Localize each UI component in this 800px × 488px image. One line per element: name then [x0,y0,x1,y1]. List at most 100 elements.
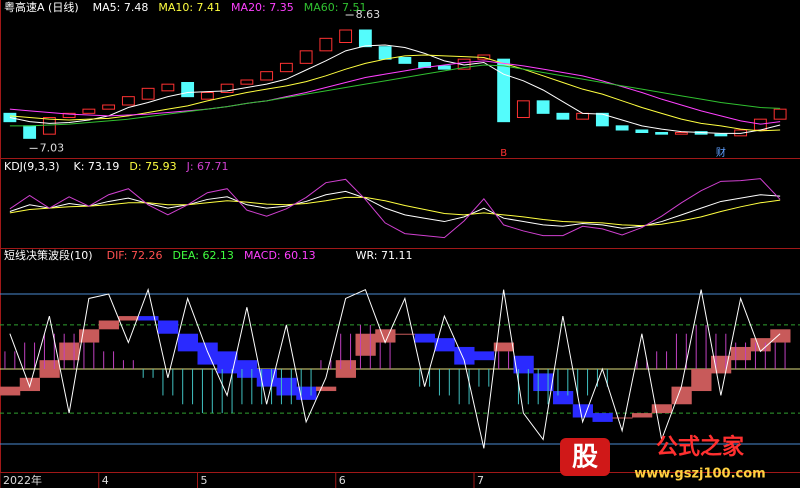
candle [220,83,234,93]
kdj-line [9,178,781,239]
candle [299,50,313,64]
ribbon [79,329,100,343]
ribbon [39,360,60,378]
ribbon [493,342,514,352]
candle [655,132,669,135]
ma-line [9,64,781,127]
watermark-url: www.gszj100.com [634,467,765,482]
ribbon [158,320,179,334]
ribbon [671,386,692,405]
event-marker: 财 [716,146,726,159]
ribbon [454,346,475,365]
x-tick-label: 7 [477,474,484,487]
ribbon [474,351,495,361]
candle [319,37,333,52]
watermark: 股 公式之家 www.gszj100.com [560,434,766,482]
legend-entry: J: 67.71 [186,160,229,173]
ribbon [572,404,593,418]
low-label: 7.03 [40,141,65,154]
candle [398,57,412,64]
legend-entry: MA60: 7.51 [304,1,367,14]
legend-entry: MA20: 7.35 [231,1,294,14]
candle [497,58,511,123]
panel-title: KDJ(9,3,3) [4,160,60,173]
candle [82,108,96,114]
x-tick-label: 5 [201,474,208,487]
ribbon [118,316,139,321]
ma-line [9,44,781,134]
ribbon [770,329,791,343]
ma-line [9,60,781,125]
candle [674,132,688,135]
panel-title: 粤高速A (日线) [4,0,79,14]
panel-title: 短线决策波段(10) [4,248,93,262]
candle [200,92,214,100]
candle [556,112,570,120]
ribbon [553,391,574,405]
candle [23,125,37,139]
candle [62,112,76,119]
ribbon [316,386,337,392]
ribbon [59,342,80,361]
ribbon [276,377,297,396]
x-tick-label: 6 [339,474,346,487]
ribbon [355,333,376,356]
candle [595,112,609,127]
legend-entry: WR: 71.11 [356,249,413,262]
legend-entry: MA5: 7.48 [93,1,149,14]
ribbon [375,329,396,343]
candle [279,62,293,73]
watermark-title: 公式之家 [656,434,745,460]
badge: 股 [572,443,598,473]
candle [141,87,155,100]
candle [358,29,372,48]
x-tick-label: 4 [102,474,109,487]
kdj-line [9,196,781,227]
candle [240,79,254,85]
candle [102,104,116,110]
legend-entry: MA10: 7.41 [158,1,221,14]
candle [635,129,649,133]
candle [260,71,274,81]
high-label: 8.63 [356,8,381,21]
candle [576,112,590,120]
candle [437,65,451,70]
candle [339,29,353,43]
ribbon [651,404,672,414]
ribbon [592,413,613,422]
ribbon [730,346,751,361]
candle [615,125,629,131]
candle [773,108,787,120]
legend-entry: K: 73.19 [74,160,120,173]
ribbon [632,413,653,418]
candle [161,83,175,92]
ribbon [237,360,258,378]
candle [42,117,56,135]
ribbon [434,338,455,352]
candle [516,100,530,119]
ribbon [197,342,218,365]
legend-entry: MACD: 60.13 [244,249,316,262]
candle [121,96,135,106]
badge-bg [560,438,610,476]
ribbon [395,333,416,335]
ribbon [414,333,435,343]
candle [181,82,195,98]
ribbon [0,386,21,396]
ribbon [217,351,238,374]
candle [714,133,728,137]
legend-entry: D: 75.93 [129,160,176,173]
legend-entry: DIF: 72.26 [107,249,163,262]
ribbon [533,373,554,392]
candle [378,46,392,60]
ribbon [177,333,198,352]
ribbon [335,360,356,378]
ribbon [138,316,159,321]
kdj-line [9,190,781,229]
legend-entry: DEA: 62.13 [172,249,233,262]
ribbon [691,369,712,392]
wr-line [9,287,781,449]
ribbon [98,320,119,330]
